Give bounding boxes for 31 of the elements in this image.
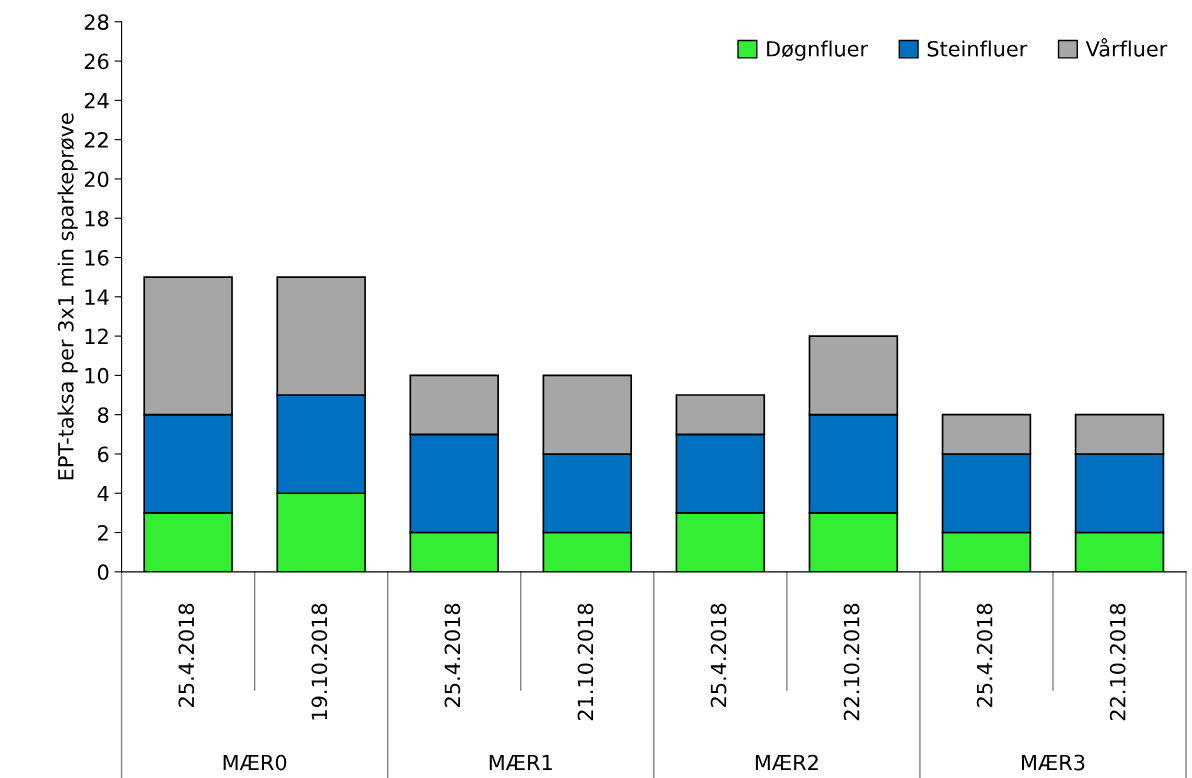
y-tick-label: 20 [84, 171, 109, 188]
x-tick-label: 22.10.2018 [1109, 603, 1126, 721]
x-tick-label: 21.10.2018 [577, 603, 594, 721]
legend-label: Vårfluer [1085, 38, 1168, 57]
x-tick-label: 25.4.2018 [710, 603, 727, 707]
y-tick-label: 18 [85, 210, 109, 227]
y-tick-label: 4 [97, 485, 109, 502]
y-tick-label: 14 [85, 289, 109, 305]
x-tick-label: 25.4.2018 [178, 603, 195, 707]
legend-label: Steinfluer [927, 40, 1028, 57]
y-tick-label: 28 [84, 14, 109, 30]
legend-label: Døgnfluer [767, 40, 869, 61]
text: MÆR3 [1022, 754, 1085, 771]
y-tick-label: 6 [97, 446, 109, 463]
y-tick-label: 24 [84, 92, 109, 109]
y-tick-label: 22 [84, 132, 108, 148]
text: MÆR2 [755, 754, 818, 771]
x-tick-label: 25.4.2018 [444, 603, 461, 707]
y-tick-label: 12 [85, 328, 108, 345]
x-tick-label: 19.10.2018 [311, 603, 328, 720]
y-tick-label: 0 [97, 564, 109, 581]
y-tick-label: 8 [97, 407, 109, 423]
y-tick-label: 2 [98, 524, 108, 541]
x-tick-label: 22.10.2018 [843, 603, 860, 721]
y-axis-title: EPT-taksa per 3x1 min sparkeprøve [57, 113, 78, 480]
y-tick-label: 16 [85, 249, 109, 266]
y-tick-label: 10 [85, 367, 109, 384]
text: MÆR1 [489, 754, 552, 771]
x-tick-label: 25.4.2018 [976, 603, 993, 707]
text: MÆR0 [223, 754, 287, 771]
y-tick-label: 26 [84, 53, 109, 70]
